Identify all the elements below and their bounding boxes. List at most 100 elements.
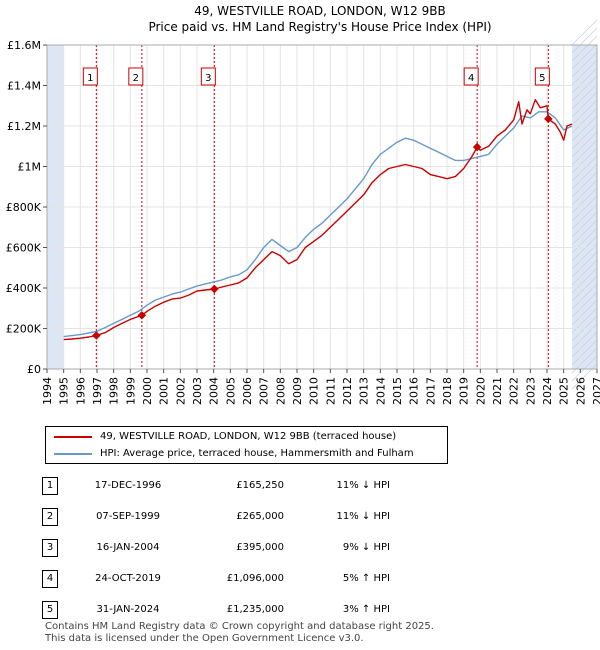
row-hpi: 3% ↑ HPI (342, 604, 390, 615)
hatch-line (571, 139, 598, 166)
transaction-label-box-2 (128, 67, 144, 86)
transaction-marker-2 (137, 310, 147, 320)
hatch-line (571, 331, 598, 358)
x-tick-label: 2010 (308, 377, 321, 405)
hatch-line (571, 259, 598, 286)
row-price: £395,000 (236, 542, 284, 553)
x-tick-label: 2004 (208, 377, 221, 405)
series (63, 98, 573, 341)
x-tick-label: 2023 (524, 377, 537, 405)
y-tick-label: £1.2M (7, 120, 41, 133)
x-tick-label: 2026 (574, 377, 587, 405)
hatch-line (571, 171, 598, 198)
row-number: 1 (42, 476, 58, 495)
hatch-line (571, 211, 598, 238)
transaction-label-4: 4 (468, 73, 474, 84)
hatch-line (571, 99, 598, 126)
row-price: £1,096,000 (226, 573, 284, 584)
row-date: 16-JAN-2004 (96, 542, 160, 553)
x-tick-label: 2019 (458, 377, 471, 405)
hatch-line (571, 163, 598, 190)
row-date: 07-SEP-1999 (96, 511, 160, 522)
hatch-line (571, 27, 598, 54)
transaction-label-5: 5 (539, 73, 545, 84)
axes: £0 £200K £400K £600K £800K £1M £1.2M £1.4M £1.6M… (6, 39, 600, 405)
x-tick-label: 2002 (174, 377, 187, 405)
x-tick-label: 2012 (341, 377, 354, 405)
y-tick-label: £1.4M (7, 80, 41, 93)
hatch-line (571, 155, 598, 182)
x-tick-label: 2003 (191, 377, 204, 405)
table-row: 3 16-JAN-2004 £395,000 9% ↓ HPI (42, 532, 390, 563)
transaction-marker-4 (472, 142, 482, 152)
y-tick-label: £200K (6, 323, 42, 336)
price-chart: 49, WESTVILLE ROAD, LONDON, W12 9BB Pric… (6, 4, 600, 405)
legend-line-hpi (54, 453, 92, 455)
x-tick-label: 2009 (291, 377, 304, 405)
table-row: 1 17-DEC-1996 £165,250 11% ↓ HPI (42, 470, 390, 501)
x-tick-label: 1999 (124, 377, 137, 405)
x-tick-label: 2018 (441, 377, 454, 405)
row-number: 3 (42, 538, 58, 557)
y-tick-label: £800K (6, 201, 42, 214)
x-tick-label: 2022 (508, 377, 521, 405)
row-date: 24-OCT-2019 (95, 573, 161, 584)
legend-label-hpi: HPI: Average price, terraced house, Hamm… (100, 448, 414, 459)
x-tick-label: 1998 (108, 377, 121, 405)
transaction-label-2: 2 (133, 73, 139, 84)
row-date: 17-DEC-1996 (94, 480, 162, 491)
hatch-line (571, 243, 598, 270)
y-tick-label: £400K (6, 282, 42, 295)
hatch-line (571, 299, 598, 326)
row-date: 31-JAN-2024 (96, 604, 160, 615)
hatch-line (571, 83, 598, 110)
row-hpi: 9% ↓ HPI (342, 542, 390, 553)
transaction-marker-1 (91, 331, 101, 340)
hatch-line (571, 43, 598, 70)
series-line-property (63, 98, 573, 341)
hatch-line (571, 251, 598, 278)
footer-copyright: Contains HM Land Registry data © Crown c… (45, 621, 434, 632)
x-tick-label: 2000 (141, 377, 154, 405)
transaction-lines: 1 2 3 4 5 (82, 45, 550, 369)
y-tick-label: £0 (27, 363, 41, 376)
row-hpi: 11% ↓ HPI (336, 511, 390, 522)
series-line-hpi (63, 111, 573, 338)
hatch-line (571, 187, 598, 214)
hatch-line (571, 75, 598, 102)
hatch-line (571, 131, 598, 158)
x-tick-label: 2001 (158, 377, 171, 405)
hatch-line (571, 147, 598, 174)
row-number: 2 (42, 507, 58, 526)
x-tick-label: 1995 (58, 377, 71, 405)
hatch-line (571, 115, 598, 142)
hatch-line (571, 123, 598, 150)
y-tick-label: £1M (18, 161, 42, 174)
hatch-line (571, 203, 598, 230)
y-tick-label: £600K (6, 242, 42, 255)
transaction-label-box-3 (200, 67, 216, 86)
x-tick-label: 1996 (74, 377, 87, 405)
y-tick-label: £1.6M (7, 39, 41, 52)
x-tick-label: 2021 (491, 377, 504, 405)
transaction-label-1: 1 (87, 73, 93, 84)
row-hpi: 5% ↑ HPI (342, 573, 390, 584)
hatch-line (571, 195, 598, 222)
x-tick-label: 2006 (241, 377, 254, 405)
transaction-marker-3 (209, 284, 219, 294)
row-number: 4 (42, 569, 58, 588)
x-tick-label: 2007 (258, 377, 271, 405)
legend-line-property (54, 436, 92, 438)
hatch-line (571, 35, 598, 62)
hatch-line (571, 107, 598, 134)
hatch-line (571, 19, 598, 46)
x-tick-label: 1997 (91, 377, 104, 405)
hatch-line (571, 227, 598, 254)
x-tick-label: 2016 (408, 377, 421, 405)
row-price: £1,235,000 (226, 604, 284, 615)
legend-label-property: 49, WESTVILLE ROAD, LONDON, W12 9BB (ter… (100, 431, 397, 442)
table-row: 4 24-OCT-2019 £1,096,000 5% ↑ HPI (42, 563, 390, 594)
legend: 49, WESTVILLE ROAD, LONDON, W12 9BB (ter… (45, 426, 448, 464)
hatch-line (571, 235, 598, 262)
x-tick-label: 1994 (41, 377, 54, 405)
